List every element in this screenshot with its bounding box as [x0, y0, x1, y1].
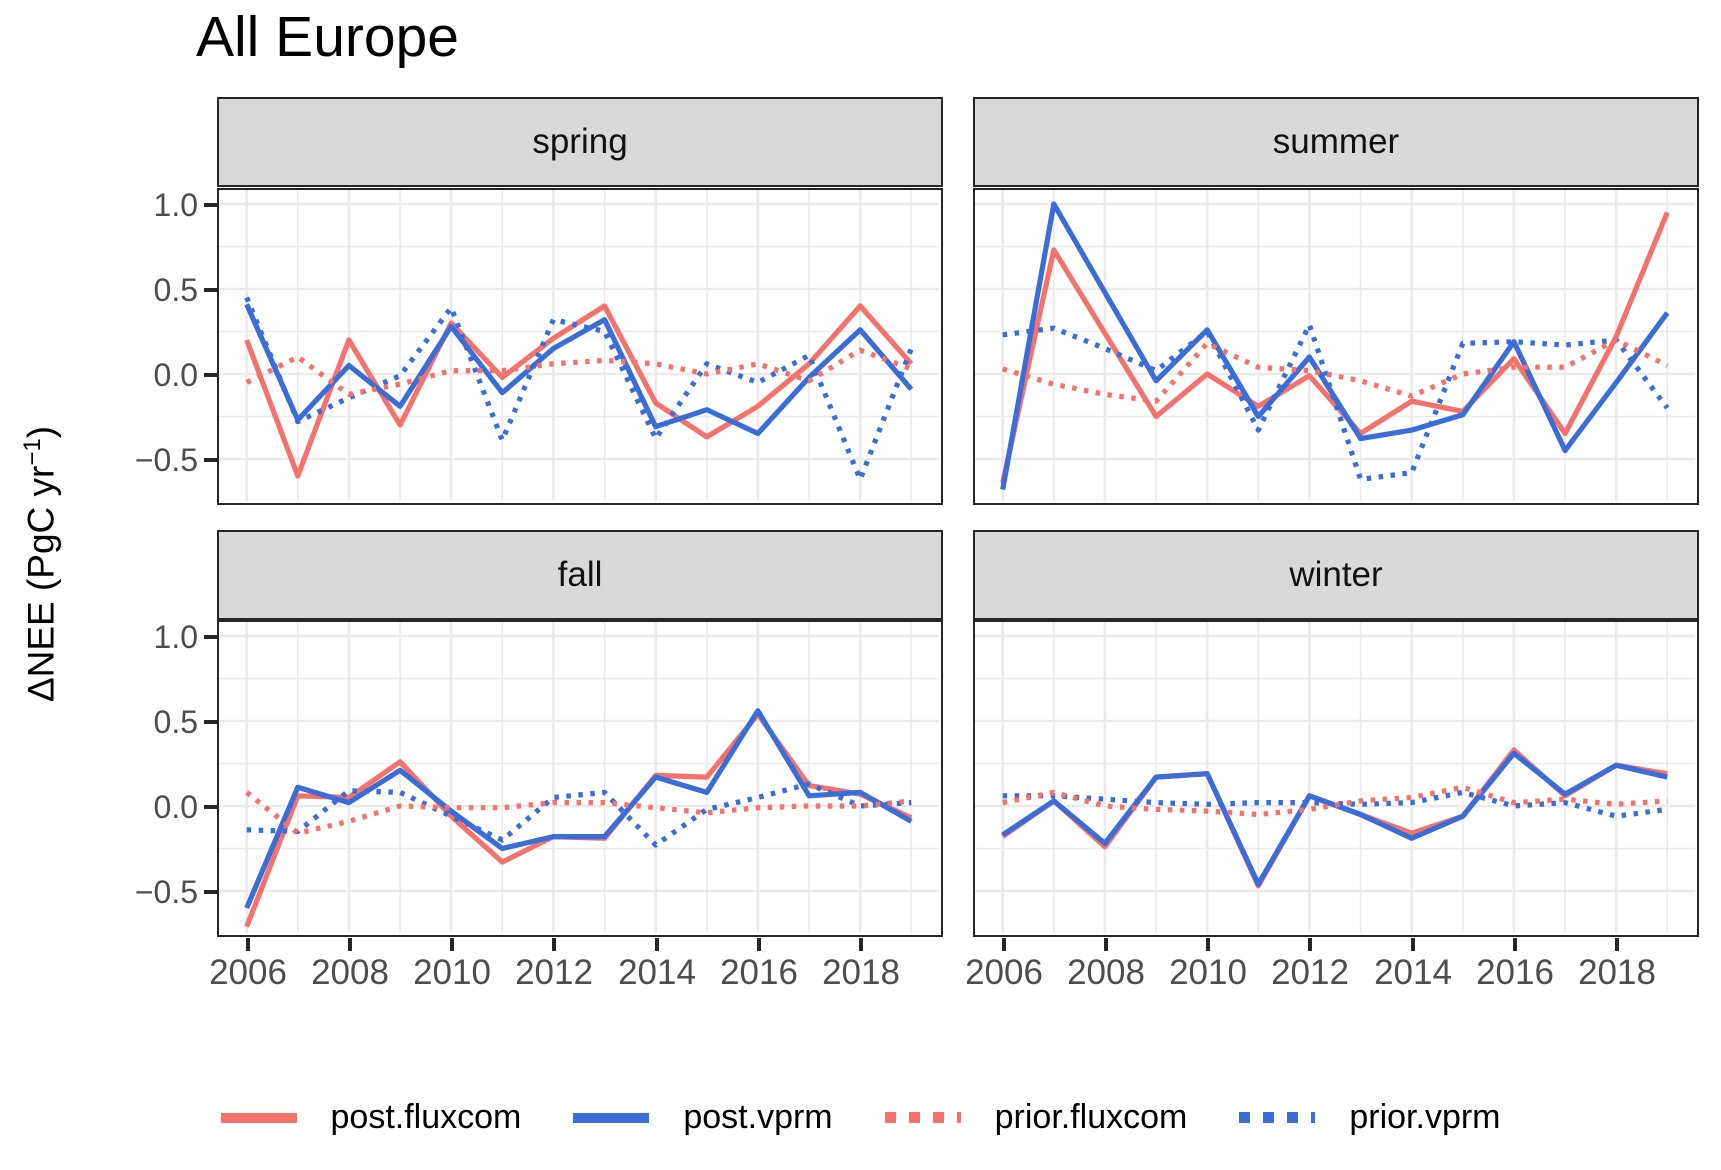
y-tick-mark: [204, 203, 217, 207]
x-tick-mark: [1206, 938, 1210, 951]
legend-key-solid-red: [220, 1112, 297, 1123]
y-tick-mark: [204, 458, 217, 462]
legend-label: prior.fluxcom: [994, 1098, 1188, 1136]
x-tick-mark: [246, 938, 250, 951]
facet-strip: winter: [973, 530, 1699, 620]
x-tick-mark: [655, 938, 659, 951]
line-summer-post.fluxcom: [1000, 211, 1670, 484]
y-tick-label: 1.0: [153, 619, 198, 655]
x-tick-mark: [1308, 938, 1312, 951]
x-tick-mark: [1615, 938, 1619, 951]
x-tick-label: 2012: [1271, 953, 1349, 992]
x-tick-label: 2014: [1374, 953, 1452, 992]
y-axis-title: ΔNEE (PgC yr−1): [19, 394, 61, 734]
line-summer-prior.fluxcom: [1001, 337, 1669, 404]
x-tick-label: 2014: [618, 953, 696, 992]
x-tick-label: 2018: [822, 953, 900, 992]
x-tick-label: 2018: [1578, 953, 1656, 992]
legend-item-prior-vprm: prior.vprm: [1239, 1098, 1501, 1137]
line-winter-post.fluxcom: [1001, 747, 1668, 889]
facet-strip-label: spring: [532, 122, 628, 161]
x-tick-mark: [552, 938, 556, 951]
panel-plot-fall: [219, 622, 939, 935]
x-tick-mark: [450, 938, 454, 951]
x-tick-mark: [1411, 938, 1415, 951]
line-winter-post.vprm: [1001, 750, 1668, 887]
legend-key-dotted-red: [884, 1112, 961, 1123]
x-tick-mark: [348, 938, 352, 951]
panel-plot-summer: [975, 190, 1695, 503]
line-spring-post.fluxcom: [244, 303, 914, 479]
facet-panel: [217, 620, 943, 937]
facet-strip-label: fall: [557, 555, 603, 594]
x-tick-label: 2006: [965, 953, 1043, 992]
x-tick-label: 2016: [720, 953, 798, 992]
y-tick-label: −0.5: [134, 442, 198, 478]
line-fall-post.fluxcom: [244, 711, 913, 928]
facet-strip: fall: [217, 530, 943, 620]
facet-panel: [973, 188, 1699, 505]
x-tick-label: 2010: [1169, 953, 1247, 992]
y-tick-label: 1.0: [153, 187, 198, 223]
y-tick-label: 0.5: [153, 272, 198, 308]
facet-strip-label: winter: [1289, 555, 1383, 594]
y-tick-label: −0.5: [134, 874, 198, 910]
y-tick-label: 0.0: [153, 789, 198, 825]
y-axis-title-close: ): [20, 425, 62, 439]
line-spring-prior.fluxcom: [245, 347, 913, 397]
legend-label: post.vprm: [683, 1098, 833, 1136]
legend-item-post-fluxcom: post.fluxcom: [220, 1098, 522, 1137]
panel-plot-spring: [219, 190, 939, 503]
x-tick-label: 2012: [515, 953, 593, 992]
y-tick-mark: [204, 805, 217, 809]
x-tick-mark: [859, 938, 863, 951]
y-tick-mark: [204, 288, 217, 292]
x-tick-mark: [1513, 938, 1517, 951]
y-tick-label: 0.0: [153, 357, 198, 393]
line-fall-post.vprm: [244, 708, 913, 910]
y-tick-label: 0.5: [153, 704, 198, 740]
legend-label: post.fluxcom: [330, 1098, 522, 1136]
panel-plot-winter: [975, 622, 1695, 935]
facet-panel: [973, 620, 1699, 937]
y-tick-mark: [204, 373, 217, 377]
y-axis-title-text: ΔNEE (PgC yr: [20, 465, 62, 703]
facet-strip: summer: [973, 97, 1699, 187]
legend: post.fluxcom post.vprm prior.fluxcom pri…: [0, 1098, 1721, 1137]
y-axis-title-superscript: −1: [19, 438, 46, 466]
legend-item-prior-fluxcom: prior.fluxcom: [884, 1098, 1188, 1137]
x-tick-label: 2010: [413, 953, 491, 992]
line-fall-prior.fluxcom: [245, 790, 912, 836]
x-tick-label: 2016: [1476, 953, 1554, 992]
legend-item-post-vprm: post.vprm: [573, 1098, 833, 1137]
line-spring-post.vprm: [244, 303, 914, 437]
x-tick-label: 2008: [1067, 953, 1145, 992]
x-tick-label: 2006: [209, 953, 287, 992]
x-tick-mark: [1002, 938, 1006, 951]
facet-strip: spring: [217, 97, 943, 187]
x-tick-mark: [757, 938, 761, 951]
legend-label: prior.vprm: [1349, 1098, 1501, 1136]
y-tick-mark: [204, 635, 217, 639]
x-tick-mark: [1104, 938, 1108, 951]
y-tick-mark: [204, 720, 217, 724]
line-summer-prior.vprm: [1002, 322, 1670, 482]
x-tick-label: 2008: [311, 953, 389, 992]
line-winter-prior.vprm: [1002, 789, 1668, 819]
line-fall-prior.vprm: [246, 781, 912, 848]
facet-strip-label: summer: [1272, 122, 1400, 161]
facet-panel: [217, 188, 943, 505]
legend-key-dotted-blue: [1239, 1112, 1316, 1123]
legend-key-solid-blue: [573, 1112, 650, 1123]
y-tick-mark: [204, 890, 217, 894]
page-title: All Europe: [196, 5, 459, 69]
